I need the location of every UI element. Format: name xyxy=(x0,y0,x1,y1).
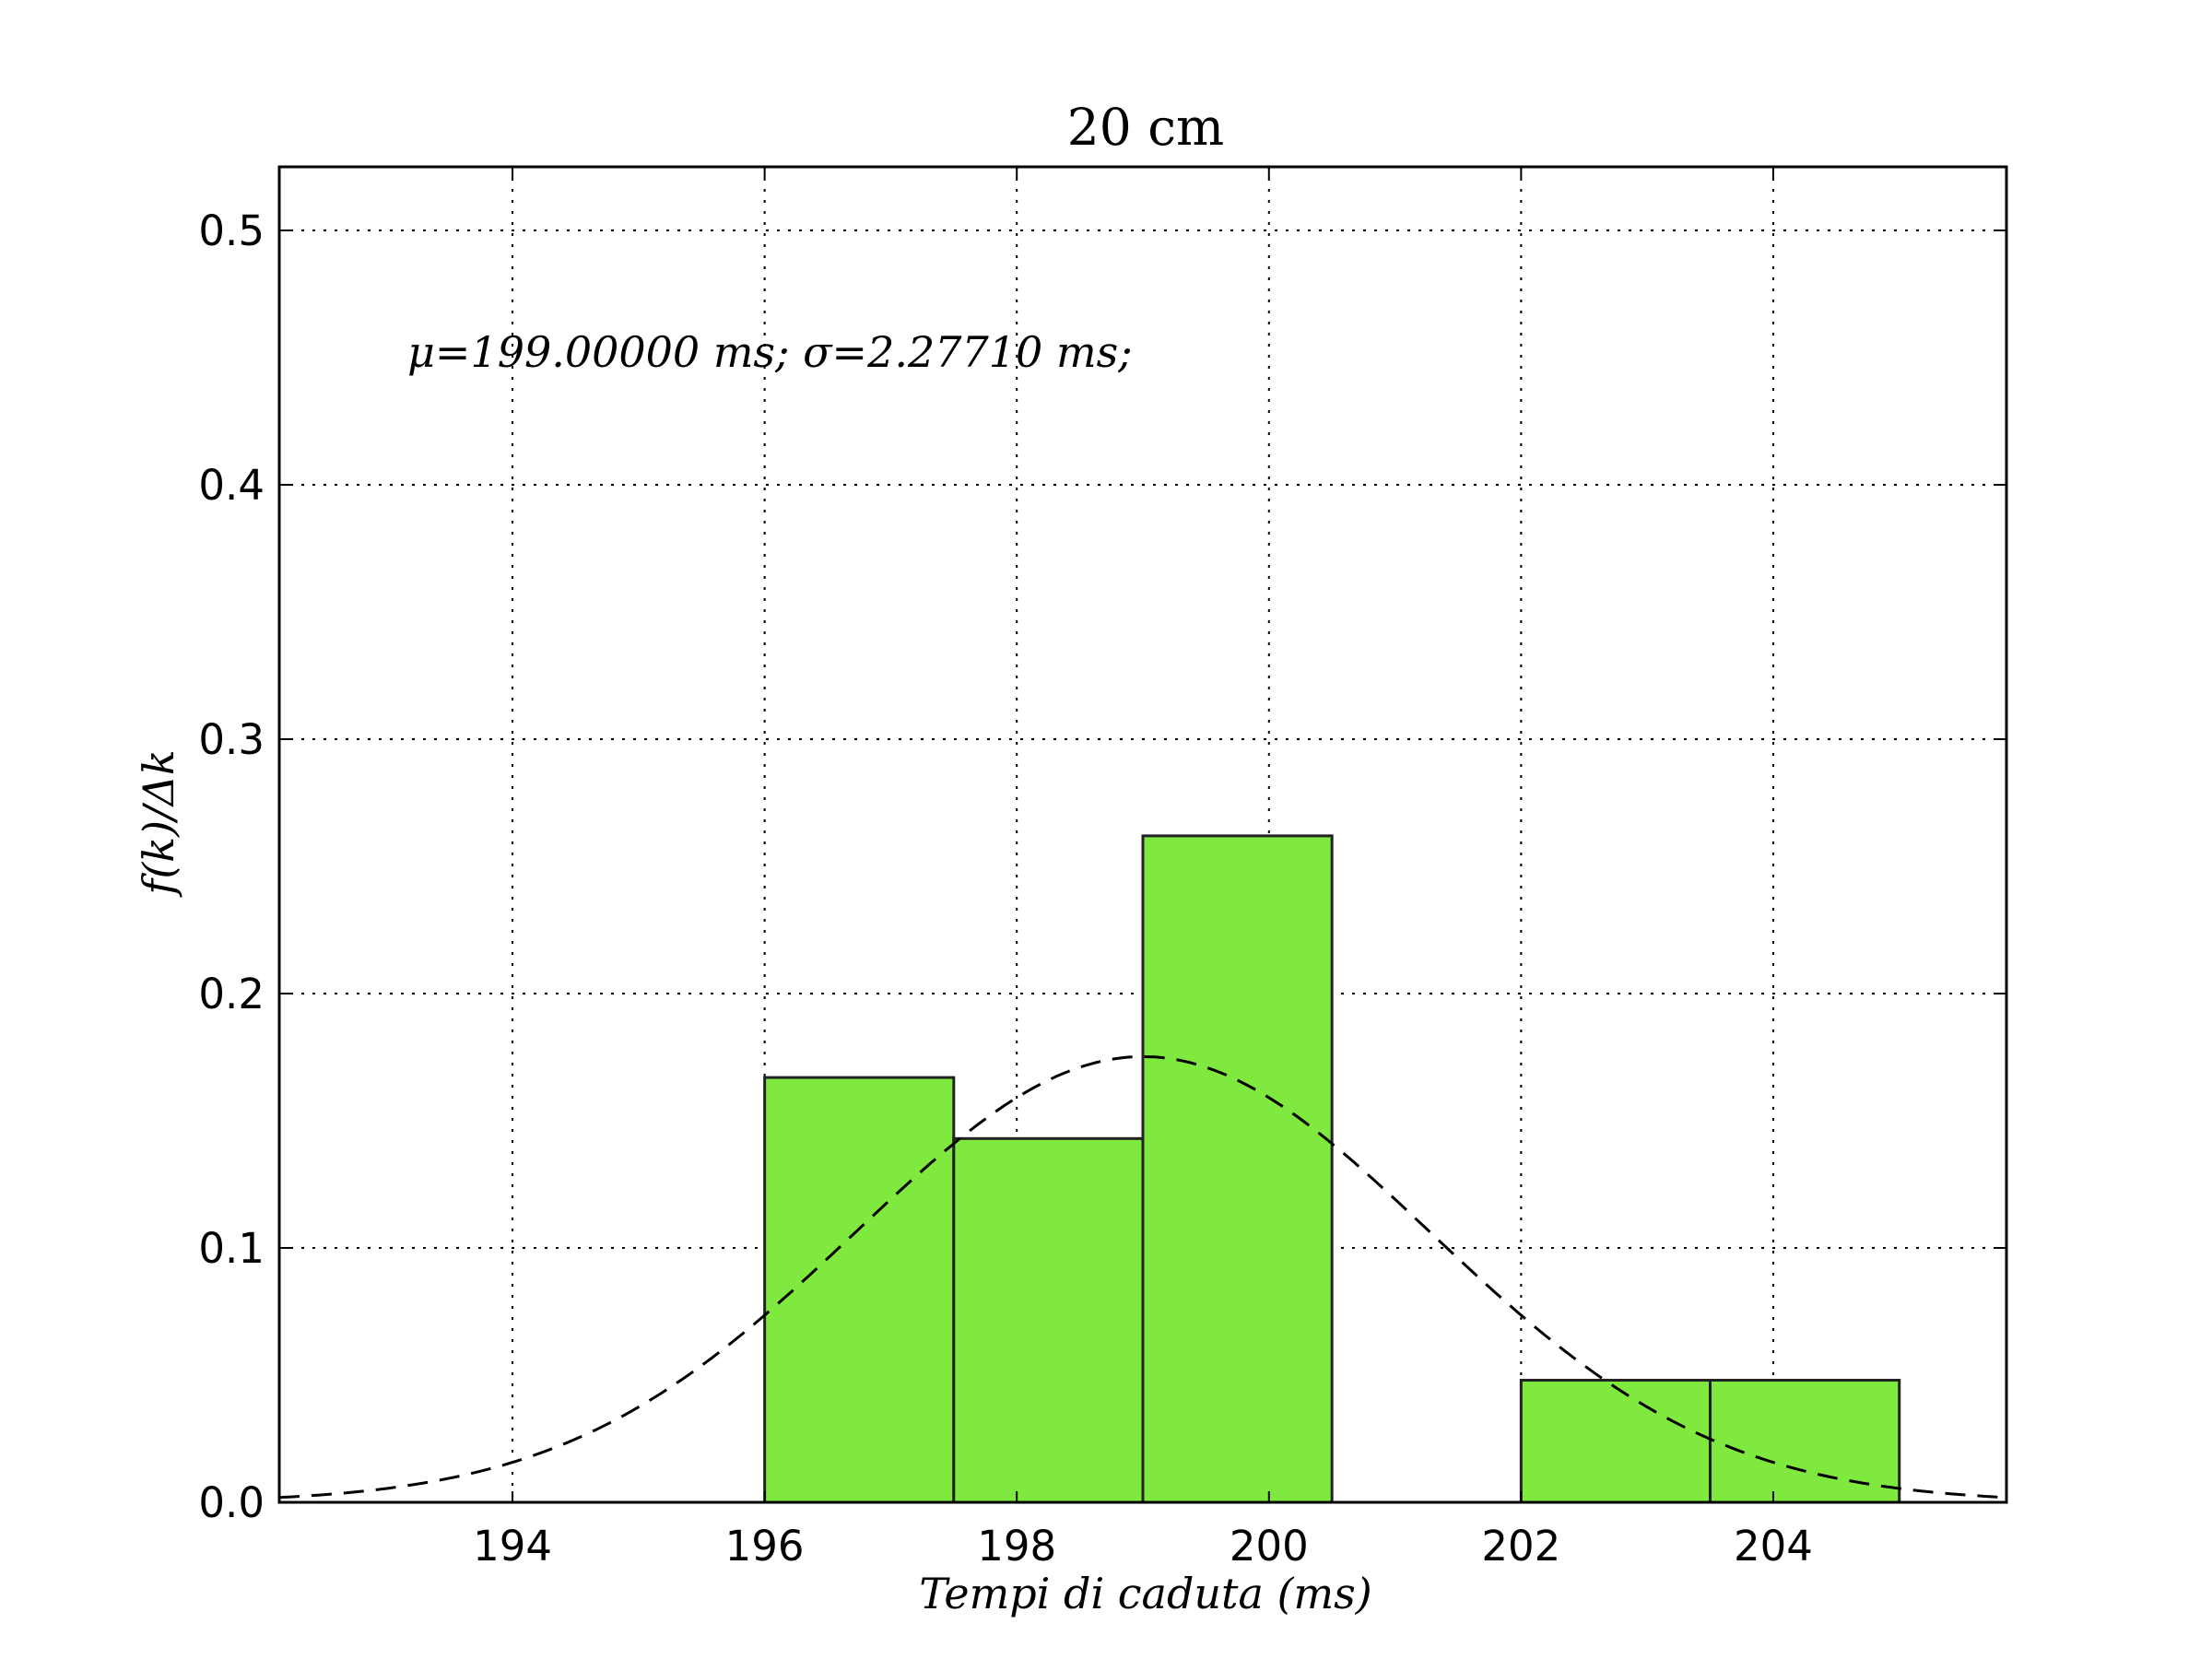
histogram-bar xyxy=(1519,1379,1712,1504)
y-tick-label: 0.4 xyxy=(198,461,265,510)
chart-title: 20 cm xyxy=(1067,98,1224,157)
y-axis-label: f(k)/Δk xyxy=(134,749,183,897)
x-axis-label: Tempi di caduta (ms) xyxy=(919,1569,1371,1618)
stats-annotation: μ=199.00000 ms; σ=2.27710 ms; xyxy=(407,327,1133,377)
x-tick-label: 198 xyxy=(977,1522,1056,1571)
histogram-bar xyxy=(952,1136,1145,1504)
y-tick-label: 0.2 xyxy=(198,970,265,1018)
y-tick-label: 0.5 xyxy=(198,206,265,255)
histogram-bar xyxy=(1709,1379,1901,1504)
x-tick-label: 200 xyxy=(1230,1522,1309,1571)
y-tick-label: 0.3 xyxy=(198,715,265,764)
y-tick-label: 0.0 xyxy=(198,1478,265,1527)
y-tick-label: 0.1 xyxy=(198,1224,265,1273)
gaussian-fit-curve xyxy=(278,1054,2007,1500)
plot-frame xyxy=(277,165,2008,1504)
x-tick-label: 204 xyxy=(1734,1522,1813,1571)
x-tick-label: 202 xyxy=(1481,1522,1560,1571)
axis-ticks xyxy=(279,167,2006,1503)
x-tick-labels: 194 196 198 200 202 204 xyxy=(473,1522,1813,1571)
histogram-bar xyxy=(763,1076,956,1504)
y-tick-labels: 0.0 0.1 0.2 0.3 0.4 0.5 xyxy=(198,206,265,1527)
x-tick-label: 196 xyxy=(725,1522,805,1571)
histogram-bars xyxy=(763,834,1901,1504)
histogram-bar xyxy=(1141,834,1334,1504)
x-tick-label: 194 xyxy=(473,1522,552,1571)
